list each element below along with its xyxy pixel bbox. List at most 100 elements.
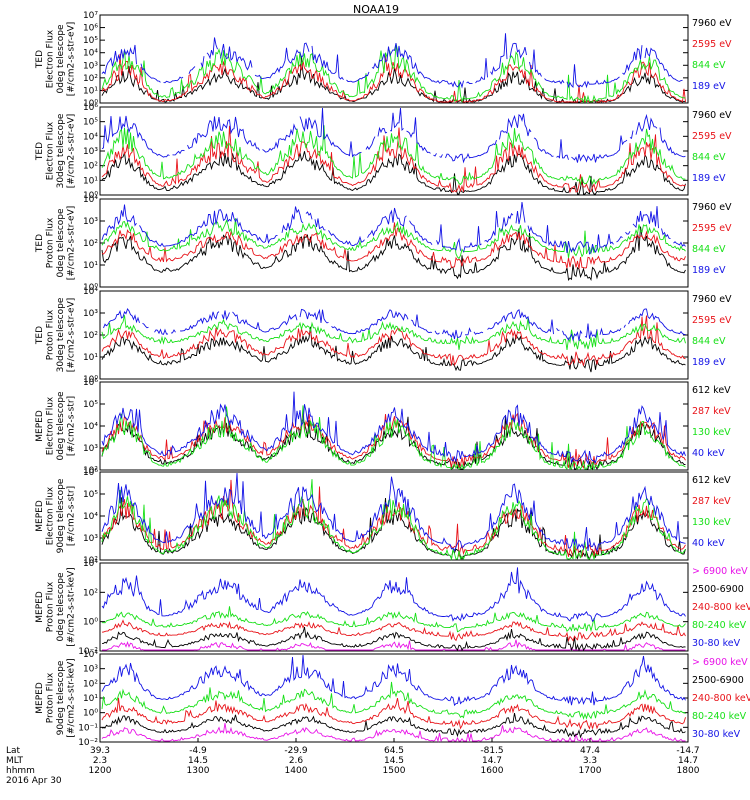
x-tick-label-hhmm: 1200 — [89, 766, 112, 776]
legend-entry: > 6900 keV — [692, 657, 748, 668]
panel-frame — [99, 14, 689, 104]
y-axis-label-line: [#/cm2-s-str-eV] — [67, 206, 77, 281]
x-axis-labels: 39.32.31200-4.914.51300-29.92.6140064.51… — [6, 738, 700, 786]
legend-entry: 7960 eV — [692, 110, 732, 121]
y-axis-label-line: TED — [35, 142, 45, 161]
y-axis-label-line: [#/cm2-s-str] — [67, 396, 77, 456]
y-axis-label-line: 90deg telescope — [56, 660, 66, 735]
legend-entry: 240-800 keV — [692, 693, 750, 704]
y-tick-label: 10² — [83, 556, 98, 566]
legend-entry: 80-240 keV — [692, 711, 747, 722]
y-axis-label-line: 30deg telescope — [56, 113, 66, 188]
y-axis-label-line: MEPED — [35, 591, 45, 623]
y-tick-label: 10⁰ — [83, 709, 98, 719]
y-axis-label-line: Proton Flux — [46, 217, 56, 268]
y-axis-label: MEPED Proton Flux 0deg telescope [#/cm2-s-s… — [35, 567, 77, 646]
legend-entry: 2500-6900 — [692, 675, 744, 686]
legend-entry: 2595 eV — [692, 315, 732, 326]
series-2595-ev — [101, 315, 686, 367]
series-40-kev — [101, 391, 686, 465]
series-612-kev — [101, 415, 686, 470]
y-axis-label-line: 0deg telescope — [56, 24, 66, 94]
series-80-240-kev — [101, 681, 686, 720]
date-label: 2016 Apr 30 — [6, 776, 62, 786]
y-tick-label: 10⁶ — [83, 378, 98, 388]
legend-entry: 189 eV — [692, 173, 726, 184]
panel-8: 10⁻² 10⁻¹ 10⁰ 10¹ 10² 10³ 10⁴ MEPED Proton Flux 9… — [35, 650, 750, 748]
y-tick-label: 10² — [83, 588, 98, 598]
y-axis-label-line: 30deg telescope — [56, 297, 66, 372]
y-tick-label: 10³ — [83, 217, 98, 227]
series-30-80-kev — [101, 567, 686, 623]
legend-entry: 612 keV — [692, 385, 731, 396]
y-tick-label: 10² — [83, 466, 98, 476]
x-tick-label-mlt: 14.5 — [384, 756, 404, 766]
legend-entry: 189 eV — [692, 81, 726, 92]
y-tick-label: 10³ — [83, 534, 98, 544]
legend-entry: 189 eV — [692, 265, 726, 276]
y-axis-label-line: MEPED — [35, 500, 45, 532]
series-30-80-kev — [101, 654, 686, 707]
series-844-ev — [101, 315, 686, 350]
x-tick-label-hhmm: 1700 — [579, 766, 602, 776]
y-tick-label: 10³ — [83, 147, 98, 157]
y-axis-label-line: TED — [35, 234, 45, 253]
x-tick-label-hhmm: 1800 — [677, 766, 700, 776]
legend-entry: 612 keV — [692, 475, 731, 486]
y-tick-label: 10⁴ — [83, 650, 98, 660]
x-tick-label-lat: -29.9 — [284, 746, 308, 756]
y-tick-label: 10¹ — [83, 176, 98, 186]
y-axis-label-line: [#/cm2-s-str-eV] — [67, 114, 77, 189]
y-tick-label: 10⁴ — [83, 195, 98, 205]
series--6900-kev — [102, 639, 686, 651]
x-row-label: Lat — [6, 746, 21, 756]
x-tick-label-hhmm: 1600 — [481, 766, 504, 776]
y-tick-label: 10⁴ — [83, 559, 98, 569]
y-tick-label: 10³ — [83, 665, 98, 675]
legend-entry: 2500-6900 — [692, 584, 744, 595]
y-tick-label: 10³ — [83, 61, 98, 71]
y-tick-label: 10⁵ — [83, 36, 98, 46]
legend-entry: 2595 eV — [692, 39, 732, 50]
y-axis-label-line: Electron Flux — [46, 396, 56, 455]
series-240-800-kev — [101, 697, 686, 731]
y-tick-label: 10³ — [83, 309, 98, 319]
y-axis-label-line: [#/cm2-s-str] — [67, 486, 77, 546]
y-axis-label-line: Proton Flux — [46, 581, 56, 632]
x-tick-label-mlt: 2.3 — [93, 756, 107, 766]
legend-entry: 189 eV — [692, 357, 726, 368]
y-axis-label-line: MEPED — [35, 682, 45, 714]
series-2500-6900 — [101, 713, 686, 739]
legend-entry: 130 keV — [692, 427, 731, 438]
y-axis-label-line: [#/cm2-s-str-eV] — [67, 22, 77, 97]
legend-entry: 30-80 keV — [692, 729, 741, 740]
y-axis-label: MEPED Electron Flux 90deg telescope [#/cm2-… — [35, 478, 77, 553]
y-axis-label-line: 0deg telescope — [56, 572, 66, 642]
series-130-kev — [101, 479, 686, 561]
legend-entry: > 6900 keV — [692, 566, 748, 577]
y-tick-label: 10⁻² — [78, 738, 98, 748]
y-axis-label-line: [#/cm2-s-str-keV] — [67, 658, 77, 737]
plot-title: NOAA19 — [353, 3, 399, 16]
series-7960-ev — [101, 326, 686, 373]
x-tick-label-lat: 64.5 — [384, 746, 404, 756]
x-tick-label-lat: -14.7 — [676, 746, 699, 756]
y-tick-label: 10⁰ — [83, 618, 98, 628]
y-axis-label-line: Electron Flux — [46, 121, 56, 180]
x-tick-label-lat: 47.4 — [580, 746, 600, 756]
y-axis-label-line: [#/cm2-s-str-keV] — [67, 567, 77, 646]
y-tick-label: 10⁷ — [83, 11, 98, 21]
series-189-ev — [102, 33, 686, 87]
y-tick-label: 10⁻¹ — [78, 723, 98, 733]
y-tick-label: 10⁰ — [83, 99, 98, 109]
y-axis-label-line: MEPED — [35, 410, 45, 442]
y-axis-label-line: Electron Flux — [46, 486, 56, 545]
series-7960-ev — [101, 56, 686, 103]
x-row-label: hhmm — [6, 766, 35, 776]
y-axis-label: TED Electron Flux 0deg telescope [#/cm2-s-s… — [35, 22, 77, 97]
legend-entry: 130 keV — [692, 517, 731, 528]
legend-entry: 7960 eV — [692, 18, 732, 29]
x-row-label: MLT — [6, 756, 24, 766]
y-axis-label-line: [#/cm2-s-str-eV] — [67, 298, 77, 373]
